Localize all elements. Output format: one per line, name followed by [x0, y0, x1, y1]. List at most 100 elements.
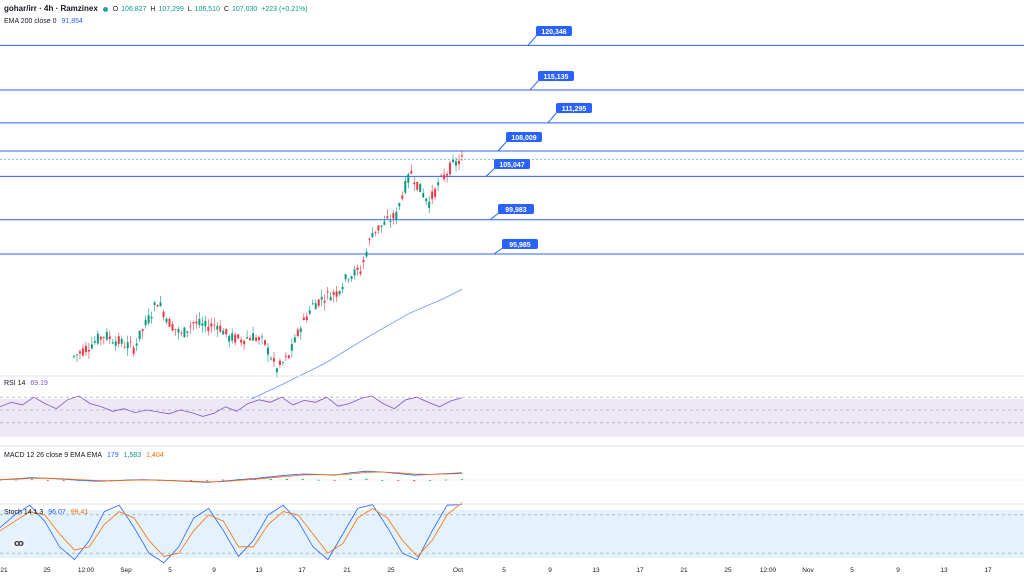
x-axis-tick-label: 25: [387, 567, 395, 574]
candle-body: [278, 360, 281, 365]
market-status-icon: [102, 6, 108, 12]
candle-body: [401, 195, 404, 199]
candle-body: [275, 368, 278, 373]
stoch-band: [0, 510, 1024, 558]
candle-body: [374, 231, 377, 233]
ohlc-close-label: C: [223, 6, 229, 13]
candle-body: [404, 181, 407, 193]
ohlc-close: 107,030: [231, 6, 258, 13]
candle-body: [189, 326, 192, 328]
macd-histogram-bar: [349, 478, 352, 480]
candle-body: [108, 336, 111, 339]
candle-body: [204, 320, 207, 327]
rsi-line: [0, 395, 463, 417]
candle-body: [255, 337, 258, 341]
candle-body: [269, 358, 272, 360]
candle-body: [120, 338, 123, 344]
level-label-pointer: [489, 211, 501, 221]
tradingview-logo-icon[interactable]: ꝏ: [10, 536, 28, 550]
candle-body: [111, 342, 114, 344]
candle-body: [240, 339, 243, 343]
candles-group: [73, 150, 463, 378]
candle-body: [135, 343, 138, 346]
candle-body: [320, 296, 323, 300]
candle-body: [96, 333, 99, 344]
candle-body: [258, 337, 261, 341]
candle-body: [75, 354, 78, 356]
symbol-title[interactable]: gohar/irr · 4h · Ramzinex: [4, 4, 98, 13]
candle-body: [416, 182, 419, 190]
candle-body: [174, 329, 177, 330]
candle-body: [84, 346, 87, 353]
level-label-pointer: [527, 33, 539, 46]
macd-histogram-bar: [30, 479, 33, 480]
candle-body: [129, 341, 132, 343]
candle-body: [144, 320, 147, 326]
candle-body: [225, 328, 228, 335]
stoch-k-line: [0, 504, 463, 564]
candle-body: [419, 183, 422, 193]
x-axis-tick-label: 12:00: [760, 567, 777, 574]
candle-body: [228, 335, 231, 342]
level-label-text: 95,985: [509, 242, 531, 249]
candle-body: [192, 322, 195, 324]
macd-histogram-bar: [14, 479, 17, 481]
price-legend: gohar/irr · 4h · Ramzinex O 106,827 H 107,…: [4, 4, 311, 15]
candle-body: [359, 271, 362, 274]
x-axis-tick-label: 25: [43, 567, 51, 574]
candle-body: [365, 251, 368, 257]
candle-body: [383, 221, 386, 225]
rsi-legend[interactable]: RSI 14 69.19: [4, 379, 51, 389]
candle-body: [323, 300, 326, 303]
macd-legend[interactable]: MACD 12 26 close 9 EMA EMA 179 1,583 1,4…: [4, 451, 167, 461]
level-label-pointer: [485, 166, 497, 177]
macd-signal-value: 1,583: [123, 452, 142, 459]
candle-body: [428, 201, 431, 209]
candle-body: [216, 325, 219, 330]
candle-body: [398, 203, 401, 207]
candle-body: [141, 329, 144, 332]
stoch-legend[interactable]: Stoch 14 1 3 96.07 99.41: [4, 508, 91, 518]
candle-body: [434, 188, 437, 197]
candle-body: [93, 341, 96, 343]
candle-body: [377, 225, 380, 231]
ohlc-high: 107,299: [158, 6, 184, 13]
candle-body: [329, 296, 332, 301]
x-axis-tick-label: Oct: [453, 567, 463, 574]
candle-body: [222, 330, 225, 335]
candle-body: [195, 321, 198, 324]
candle-body: [317, 299, 320, 306]
x-axis-tick-label: Nov: [802, 567, 814, 574]
x-axis-tick-label: 25: [724, 567, 732, 574]
candle-body: [90, 344, 93, 349]
ohlc-high-label: H: [150, 6, 156, 13]
candle-body: [380, 225, 383, 227]
stoch-d-value: 99.41: [70, 509, 89, 516]
candle-body: [413, 182, 416, 185]
candle-body: [272, 358, 275, 362]
level-label-text: 120,346: [541, 29, 566, 36]
candle-body: [410, 170, 413, 174]
candle-body: [407, 174, 410, 183]
level-label-box: [536, 26, 572, 36]
candle-body: [114, 341, 117, 346]
candle-body: [261, 336, 264, 338]
level-label-box: [556, 103, 592, 113]
x-axis-tick-label: 9: [212, 567, 216, 574]
candle-body: [234, 334, 237, 343]
candle-body: [213, 324, 216, 326]
macd-histogram-bar: [461, 479, 463, 481]
candle-body: [290, 344, 293, 351]
macd-histogram-bar: [397, 480, 400, 481]
level-label-text: 105,047: [499, 162, 524, 169]
candle-body: [264, 340, 267, 345]
ema-legend[interactable]: EMA 200 close 0 91,854: [4, 17, 86, 27]
macd-hist-value: 1,404: [146, 452, 164, 459]
candle-body: [440, 175, 443, 177]
level-label-pointer: [497, 139, 509, 152]
macd-histogram-bar: [190, 480, 193, 481]
candle-body: [117, 336, 120, 344]
candle-body: [344, 274, 347, 280]
